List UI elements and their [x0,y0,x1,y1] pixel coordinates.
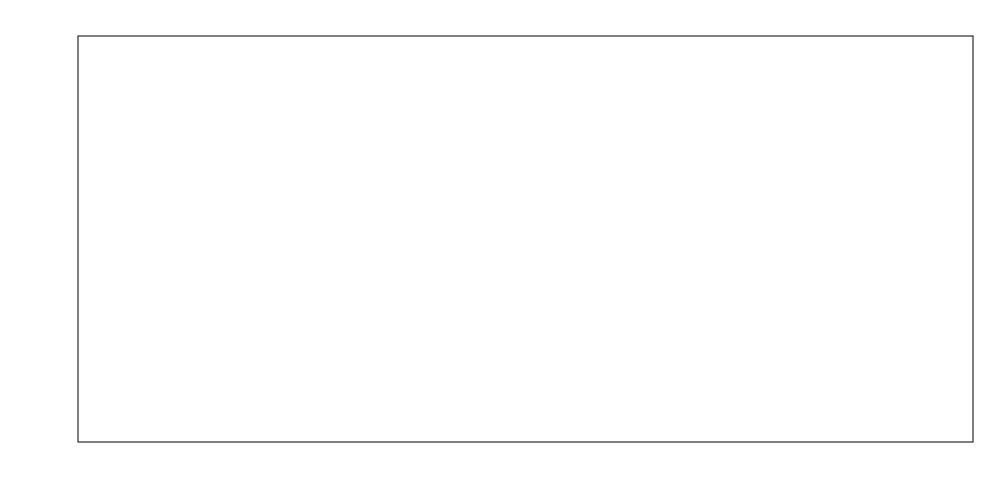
plot-spines [77,35,974,443]
axes-frame [77,35,974,443]
plot-area-background [78,36,973,442]
